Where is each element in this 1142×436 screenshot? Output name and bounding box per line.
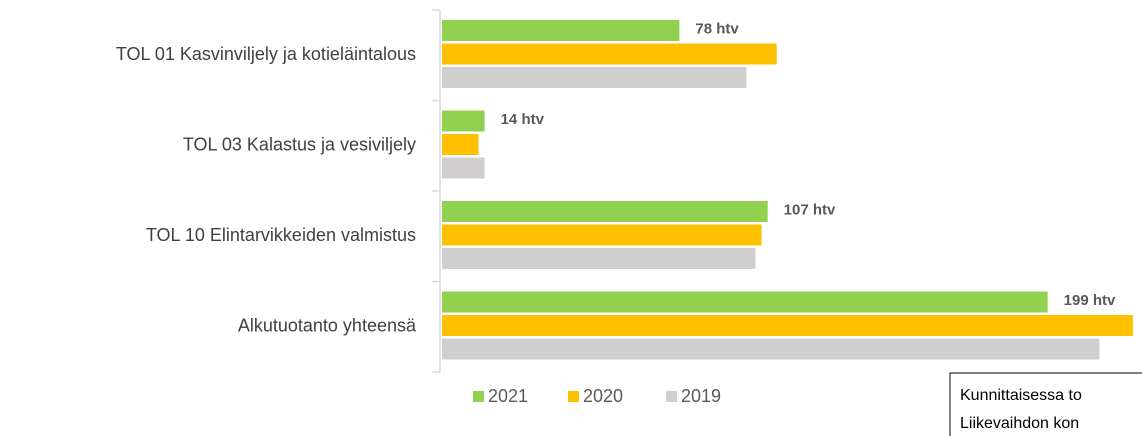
- bar: [442, 43, 777, 65]
- category-label: TOL 01 Kasvinviljely ja kotieläintalous: [116, 44, 416, 64]
- bar: [442, 20, 680, 41]
- bar: [442, 110, 485, 132]
- category-label: TOL 10 Elintarvikkeiden valmistus: [146, 225, 416, 245]
- legend-swatch: [473, 391, 484, 402]
- bar: [442, 338, 1100, 360]
- note-text: Liikevaihdon kon: [960, 415, 1079, 432]
- category-label: Alkutuotanto yhteensä: [238, 316, 417, 336]
- bar: [442, 291, 1048, 313]
- legend-label: 2019: [681, 386, 721, 406]
- bar: [442, 248, 756, 269]
- bar: [442, 224, 762, 246]
- value-label: 14 htv: [501, 111, 545, 128]
- legend-swatch: [666, 391, 677, 402]
- legend-label: 2021: [488, 386, 528, 406]
- value-label: 107 htv: [784, 201, 836, 218]
- bar: [442, 134, 479, 155]
- legend-swatch: [568, 391, 579, 402]
- bar: [442, 201, 768, 222]
- note-text: Kunnittaisessa to: [960, 387, 1082, 404]
- category-label: TOL 03 Kalastus ja vesiviljely: [183, 135, 416, 155]
- legend-label: 2020: [583, 386, 623, 406]
- bar: [442, 315, 1133, 336]
- bar: [442, 67, 747, 88]
- value-label: 199 htv: [1064, 292, 1116, 309]
- bar: [442, 157, 485, 179]
- note-box: [949, 372, 1142, 436]
- value-label: 78 htv: [695, 20, 739, 37]
